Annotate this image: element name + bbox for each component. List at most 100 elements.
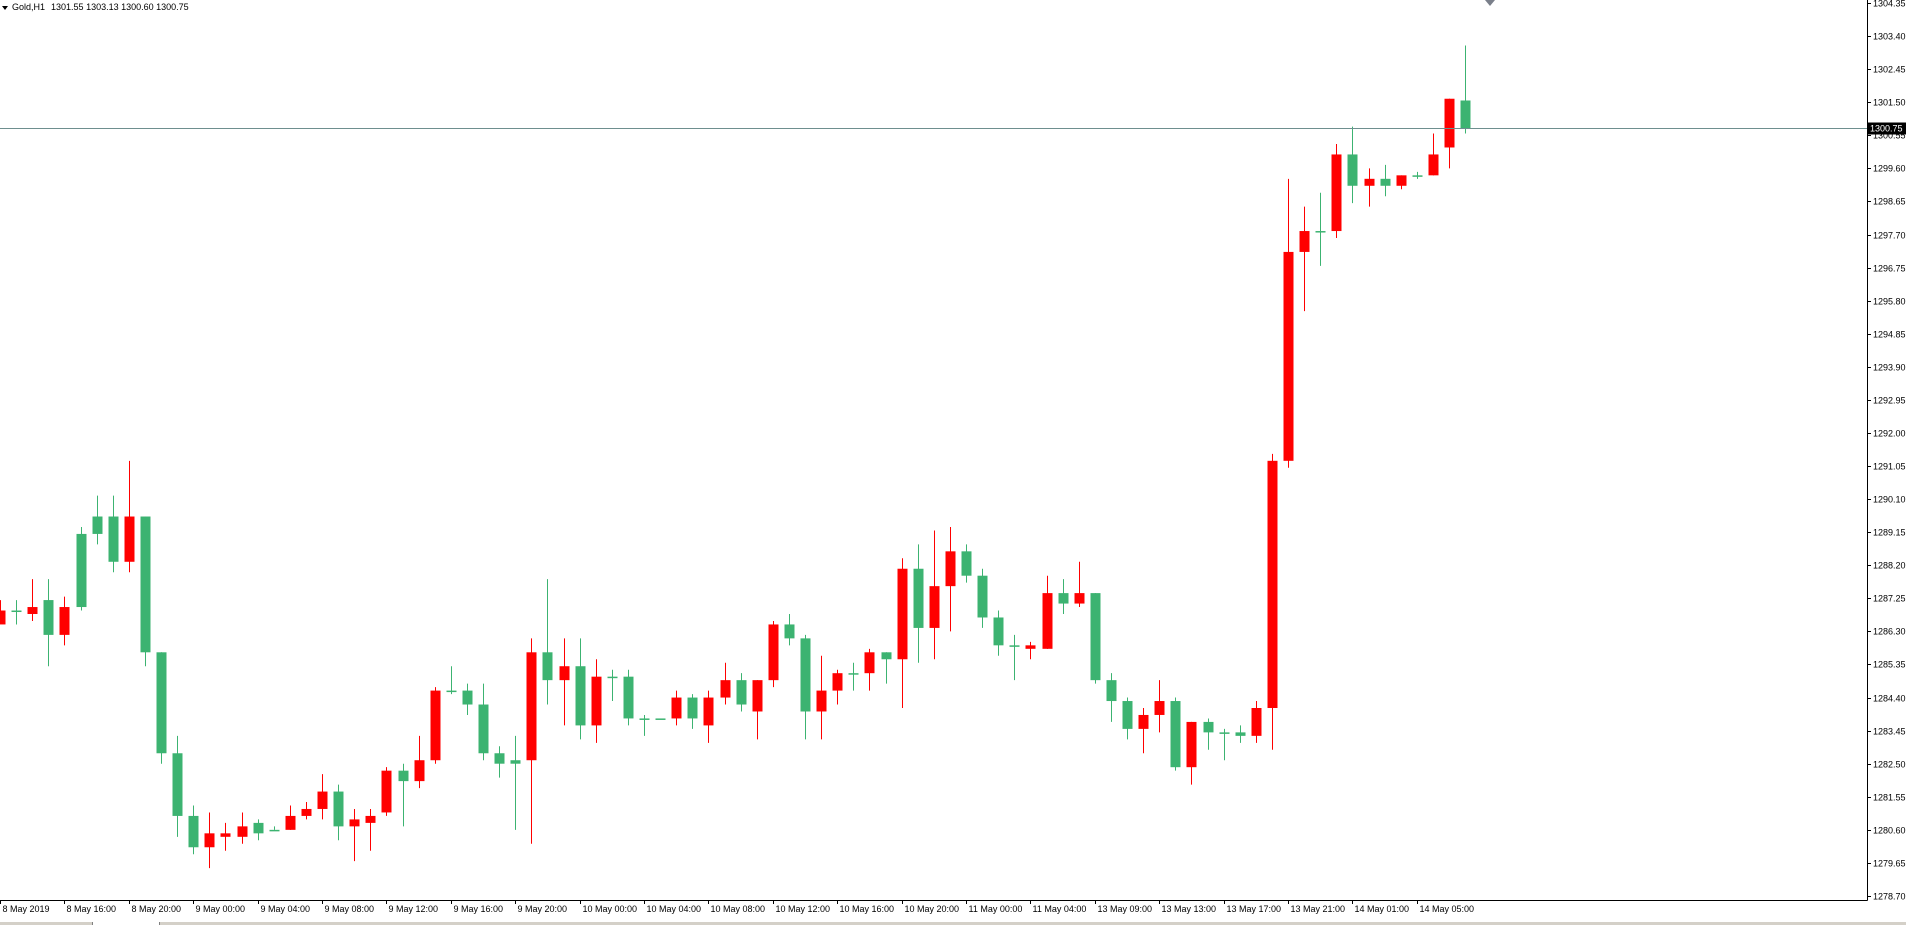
y-tick-label: 1294.85 (1873, 330, 1906, 340)
candle-body-bull (188, 815, 199, 848)
candle-body-bull (575, 666, 586, 726)
candle-body-bull (446, 690, 457, 693)
x-tick-label: 10 May 16:00 (840, 904, 895, 914)
candle-body-bull (478, 704, 489, 754)
y-tick-label: 1279.65 (1873, 859, 1906, 869)
y-tick-label: 1291.05 (1873, 462, 1906, 472)
x-tick-label: 9 May 00:00 (196, 904, 246, 914)
current-price-label: 1300.75 (1870, 124, 1903, 134)
candle-body-bear (1267, 460, 1278, 708)
x-tick-label: 8 May 16:00 (67, 904, 117, 914)
x-tick-label: 10 May 20:00 (905, 904, 960, 914)
candle-body-bear (430, 690, 441, 761)
candle-body-bull (881, 652, 892, 660)
candle-body-bear (1025, 645, 1036, 649)
candle-body-bear (1186, 721, 1197, 768)
bottom-tab-strip (0, 922, 1906, 925)
candle-body-bull (1170, 701, 1181, 768)
candle-body-bull (1460, 100, 1471, 129)
y-tick-label: 1296.75 (1873, 264, 1906, 274)
candle-body-bear (720, 680, 731, 698)
y-tick-label: 1282.50 (1873, 760, 1906, 770)
candle-body-bear (1251, 708, 1262, 736)
chart-tab[interactable] (92, 922, 160, 925)
candle-body-bear (365, 815, 376, 823)
y-tick-label: 1287.25 (1873, 594, 1906, 604)
x-tick-label: 9 May 16:00 (454, 904, 504, 914)
candle-body-bear (559, 666, 570, 681)
candle-body-bull (1219, 732, 1230, 734)
candle-body-bull (11, 610, 22, 613)
y-tick-label: 1278.70 (1873, 892, 1906, 902)
candle-body-bear (703, 697, 714, 726)
candle-body-bull (1235, 732, 1246, 736)
y-tick-label: 1292.95 (1873, 396, 1906, 406)
candle-body-bull (462, 690, 473, 705)
candle-body-bull (156, 652, 167, 754)
x-tick-label: 13 May 13:00 (1162, 904, 1217, 914)
x-tick-label: 8 May 20:00 (132, 904, 182, 914)
candle-body-bull (1412, 175, 1423, 177)
candle-body-bear (752, 680, 763, 712)
candle-body-bull (1315, 231, 1326, 233)
x-tick-label: 10 May 00:00 (583, 904, 638, 914)
x-tick-label: 14 May 05:00 (1420, 904, 1475, 914)
y-tick-label: 1284.40 (1873, 694, 1906, 704)
candle-body-bull (253, 822, 264, 834)
x-tick-label: 13 May 09:00 (1098, 904, 1153, 914)
candle-body-bear (220, 833, 231, 837)
candle-body-bull (961, 551, 972, 576)
candle-body-bear (0, 610, 6, 625)
candle-body-bear (929, 586, 940, 628)
candle-body-bear (945, 551, 956, 587)
candle-body-bear (864, 652, 875, 674)
candle-body-bull (140, 516, 151, 653)
dropdown-triangle-icon[interactable] (2, 5, 8, 10)
candle-body-bull (1347, 154, 1358, 186)
candle-body-bull (655, 718, 666, 720)
candle-body-bear (591, 676, 602, 726)
candle-body-bull (639, 718, 650, 720)
candle-body-bull (108, 516, 119, 562)
candle-body-bull (510, 760, 521, 764)
y-tick-label: 1298.65 (1873, 197, 1906, 207)
current-price-label-bg (1868, 122, 1906, 135)
candle-body-bull (76, 533, 87, 608)
candle-body-bull (736, 680, 747, 705)
x-tick-label: 9 May 08:00 (325, 904, 375, 914)
candle-body-bull (1090, 593, 1101, 681)
x-tick-label: 11 May 04:00 (1033, 904, 1087, 914)
x-tick-label: 10 May 08:00 (711, 904, 766, 914)
y-tick-label: 1299.60 (1873, 164, 1906, 174)
chart-shift-marker-icon[interactable] (1485, 0, 1495, 6)
y-tick-label: 1281.55 (1873, 793, 1906, 803)
candle-body-bear (1299, 231, 1310, 252)
candle-body-bear (897, 568, 908, 660)
x-tick-label: 9 May 04:00 (261, 904, 311, 914)
candle-body-bull (1380, 178, 1391, 186)
candle-body-bear (1138, 714, 1149, 729)
candle-body-bull (784, 624, 795, 639)
candle-body-bull (494, 753, 505, 764)
candle-body-bear (1428, 154, 1439, 176)
candle-body-bear (285, 815, 296, 830)
x-tick-label: 14 May 01:00 (1355, 904, 1410, 914)
candle-body-bull (269, 829, 280, 832)
y-tick-label: 1301.50 (1873, 98, 1906, 108)
y-tick-label: 1300.55 (1873, 131, 1906, 141)
candle-body-bear (124, 516, 135, 562)
y-tick-label: 1288.20 (1873, 561, 1906, 571)
candle-body-bull (848, 673, 859, 675)
candle-body-bear (671, 697, 682, 719)
candle-body-bear (204, 833, 215, 848)
symbol-timeframe-label: Gold,H1 (12, 2, 46, 12)
candle-body-bear (317, 791, 328, 809)
candle-body-bear (768, 624, 779, 681)
candle-body-bull (333, 791, 344, 827)
y-tick-label: 1292.00 (1873, 429, 1906, 439)
candle-body-bear (59, 607, 70, 635)
candle-body-bull (687, 697, 698, 719)
candle-body-bull (92, 516, 103, 534)
candle-body-bear (1364, 178, 1375, 186)
candle-body-bull (398, 770, 409, 782)
